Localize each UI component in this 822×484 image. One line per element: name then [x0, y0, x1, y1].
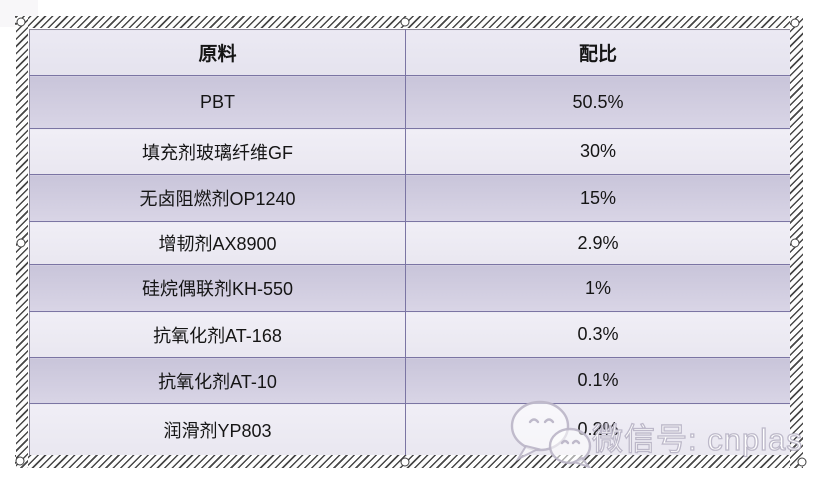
material-cell[interactable]: 增韧剂AX8900 — [29, 221, 406, 265]
selection-handle-bottom-right[interactable] — [797, 457, 807, 467]
selection-handle-top-left[interactable] — [16, 17, 26, 27]
table-row: 增韧剂AX8900 2.9% — [29, 221, 791, 265]
header-cell-material[interactable]: 原料 — [29, 29, 406, 76]
material-cell[interactable]: PBT — [29, 75, 406, 129]
selection-handle-bottom-middle[interactable] — [400, 457, 410, 467]
selection-handle-bottom-left[interactable] — [15, 456, 25, 466]
table-body: PBT 50.5% 填充剂玻璃纤维GF 30% 无卤阻燃剂OP1240 15% … — [29, 75, 791, 456]
selection-handle-middle-right[interactable] — [790, 238, 800, 248]
selection-handle-top-right[interactable] — [790, 18, 800, 28]
material-cell[interactable]: 填充剂玻璃纤维GF — [29, 128, 406, 175]
ratio-cell[interactable]: 30% — [405, 128, 791, 175]
material-cell[interactable]: 无卤阻燃剂OP1240 — [29, 174, 406, 222]
selection-handle-middle-left[interactable] — [16, 238, 26, 248]
ratio-cell[interactable]: 50.5% — [405, 75, 791, 129]
ratio-cell[interactable]: 0.2% — [405, 403, 791, 456]
ratio-cell[interactable]: 2.9% — [405, 221, 791, 265]
header-row: 原料 配比 — [29, 29, 791, 76]
ratio-cell[interactable]: 0.3% — [405, 311, 791, 358]
table-row: 润滑剂YP803 0.2% — [29, 403, 791, 456]
formula-table: 原料 配比 PBT 50.5% 填充剂玻璃纤维GF 30% 无卤阻燃剂OP124… — [29, 29, 791, 456]
header-cell-ratio[interactable]: 配比 — [405, 29, 791, 76]
ratio-cell[interactable]: 15% — [405, 174, 791, 222]
table-row: 填充剂玻璃纤维GF 30% — [29, 128, 791, 175]
table-row: PBT 50.5% — [29, 75, 791, 129]
material-cell[interactable]: 硅烷偶联剂KH-550 — [29, 264, 406, 312]
table-row: 抗氧化剂AT-10 0.1% — [29, 357, 791, 404]
material-cell[interactable]: 抗氧化剂AT-10 — [29, 357, 406, 404]
material-cell[interactable]: 抗氧化剂AT-168 — [29, 311, 406, 358]
ratio-cell[interactable]: 0.1% — [405, 357, 791, 404]
ratio-cell[interactable]: 1% — [405, 264, 791, 312]
table-row: 无卤阻燃剂OP1240 15% — [29, 174, 791, 222]
table-row: 硅烷偶联剂KH-550 1% — [29, 264, 791, 312]
material-cell[interactable]: 润滑剂YP803 — [29, 403, 406, 456]
selection-handle-top-middle[interactable] — [400, 17, 410, 27]
table-row: 抗氧化剂AT-168 0.3% — [29, 311, 791, 358]
